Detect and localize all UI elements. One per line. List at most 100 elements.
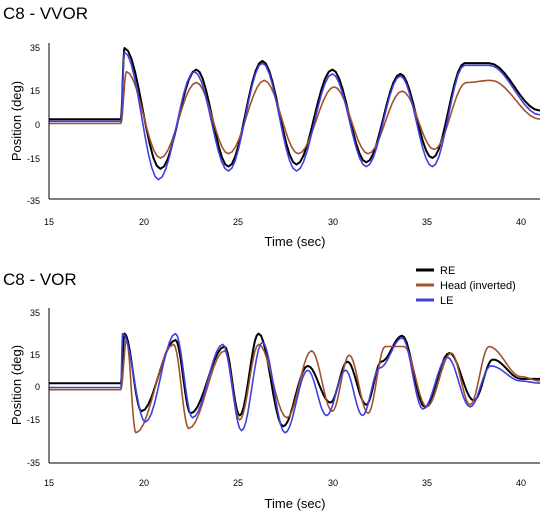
x-tick-label: 30 — [328, 478, 338, 488]
x-tick-label: 35 — [422, 478, 432, 488]
data-point — [490, 365, 492, 367]
data-point — [463, 64, 466, 66]
data-point — [365, 404, 367, 406]
data-point — [401, 337, 403, 339]
data-point — [239, 414, 241, 417]
data-point — [401, 90, 403, 92]
y-ticks: 35 15 0 -15 -35 — [27, 43, 40, 206]
data-point — [401, 335, 403, 337]
data-point — [193, 71, 195, 73]
data-point — [463, 62, 466, 64]
data-point — [144, 421, 146, 423]
data-point — [488, 64, 490, 66]
data-point — [261, 62, 263, 64]
x-tick-label: 25 — [233, 478, 243, 488]
data-point — [331, 410, 333, 412]
legend-label-re: RE — [440, 265, 455, 277]
series-group — [49, 332, 541, 434]
panel-title: C8 - VOR — [3, 270, 77, 289]
data-point — [261, 341, 263, 343]
data-point — [258, 333, 260, 335]
data-point — [348, 354, 350, 356]
data-point — [378, 367, 381, 369]
x-ticks: 15 20 25 30 35 40 — [44, 217, 526, 227]
x-tick-label: 25 — [233, 217, 243, 227]
data-point — [188, 427, 190, 430]
data-point — [433, 148, 435, 150]
data-point — [258, 343, 260, 345]
data-point — [469, 404, 471, 406]
x-tick-label: 20 — [139, 217, 149, 227]
data-point — [227, 153, 229, 155]
data-point — [123, 51, 126, 53]
data-point — [431, 157, 433, 159]
x-axis-label: Time (sec) — [265, 496, 326, 511]
data-point — [227, 166, 229, 168]
data-point — [399, 73, 401, 75]
data-point — [191, 417, 194, 419]
data-point — [157, 179, 160, 181]
data-point — [307, 365, 309, 367]
data-point — [365, 166, 367, 168]
data-point — [140, 410, 143, 412]
data-point — [520, 380, 522, 382]
data-point — [367, 412, 369, 414]
data-point — [261, 60, 263, 62]
data-point — [122, 333, 124, 335]
data-point — [295, 163, 297, 166]
data-point — [380, 361, 382, 363]
x-tick-label: 40 — [516, 478, 526, 488]
data-point — [135, 432, 137, 434]
data-point — [490, 79, 492, 81]
data-point — [307, 369, 309, 371]
x-tick-label: 20 — [139, 478, 149, 488]
data-point — [286, 417, 288, 419]
data-point — [195, 69, 197, 71]
data-point — [326, 414, 328, 417]
data-point — [331, 69, 333, 71]
y-tick-label: 15 — [30, 350, 40, 360]
y-tick-label: 0 — [35, 382, 40, 392]
x-tick-label: 40 — [516, 217, 526, 227]
y-tick-label: -15 — [27, 154, 40, 164]
data-point — [488, 62, 490, 64]
data-point — [450, 352, 452, 354]
data-point — [399, 75, 401, 77]
legend: RE Head (inverted) LE — [416, 265, 516, 307]
data-point — [520, 376, 522, 378]
data-point — [344, 369, 347, 371]
data-point — [492, 358, 494, 361]
series-line-head-inverted — [49, 339, 541, 434]
data-point — [227, 170, 229, 172]
y-ticks: 35 15 0 -15 -35 — [27, 308, 40, 468]
data-point — [297, 153, 299, 155]
legend-label-le: LE — [440, 295, 453, 307]
data-point — [384, 345, 386, 348]
data-point — [241, 430, 243, 432]
data-point — [282, 425, 284, 427]
data-point — [239, 419, 241, 421]
data-point — [123, 333, 126, 335]
data-point — [431, 166, 433, 168]
x-tick-label: 35 — [422, 217, 432, 227]
data-point — [173, 343, 175, 345]
series-line-le — [49, 332, 541, 434]
data-point — [365, 161, 367, 163]
data-point — [310, 350, 313, 352]
data-point — [333, 86, 335, 88]
data-point — [123, 47, 126, 49]
data-point — [422, 408, 424, 410]
y-tick-label: 15 — [30, 86, 40, 96]
x-ticks: 15 20 25 30 35 40 — [44, 478, 526, 488]
y-tick-label: -35 — [27, 196, 40, 206]
y-tick-label: 35 — [30, 308, 40, 318]
series-group — [49, 47, 541, 181]
y-axis-label: Position (deg) — [9, 345, 24, 425]
data-point — [403, 345, 405, 348]
data-point — [465, 81, 467, 84]
panel-title: C8 - VVOR — [3, 4, 88, 23]
y-tick-label: -35 — [27, 458, 40, 468]
data-point — [329, 402, 331, 404]
data-point — [159, 168, 161, 170]
